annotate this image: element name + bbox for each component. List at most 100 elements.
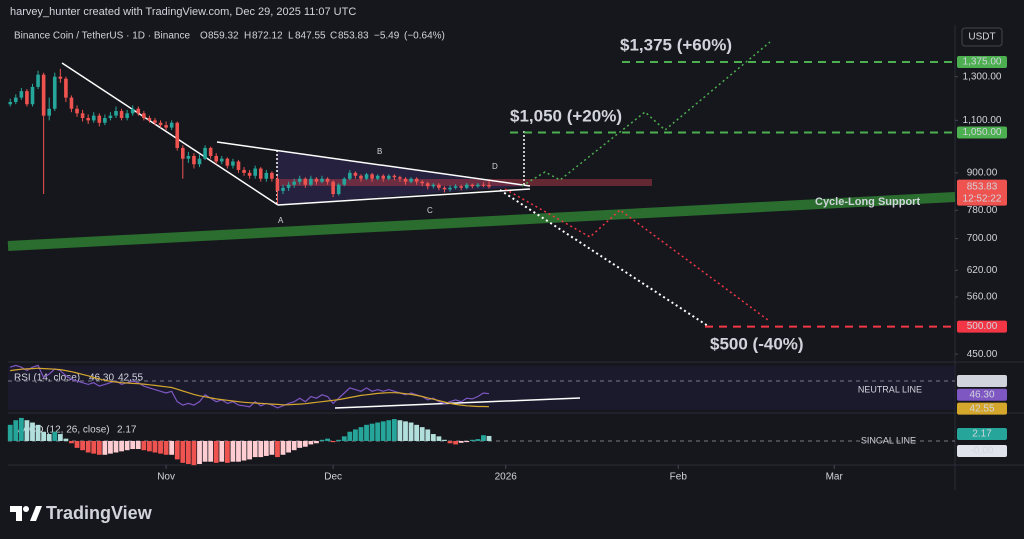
- candle-body: [36, 74, 40, 87]
- y-tick-label: 1,300.00: [963, 71, 1002, 82]
- candle-body: [153, 120, 157, 123]
- level-price: 500.00: [967, 321, 998, 332]
- candle-body: [387, 175, 391, 179]
- ohlc-value: 847.55: [295, 31, 326, 42]
- macd-bar: [380, 421, 386, 441]
- projection: [499, 189, 709, 327]
- rsi-ma-last: 42.55: [969, 403, 994, 414]
- candle-body: [164, 125, 168, 128]
- symbol-legend: Binance Coin / TetherUS · 1D · Binance O…: [14, 31, 445, 42]
- currency[interactable]: USDT: [968, 32, 995, 43]
- macd-bar: [69, 440, 74, 444]
- candle-body: [342, 178, 347, 185]
- candle-body: [464, 184, 469, 188]
- macd-title: MACD (12, 26, close): [14, 425, 110, 436]
- candle-body: [448, 187, 452, 190]
- candle-body: [392, 175, 397, 178]
- candle-body: [370, 174, 374, 179]
- macd-bar: [174, 440, 180, 460]
- macd-bar: [130, 440, 136, 450]
- candle-body: [292, 181, 296, 185]
- macd-bar: [85, 440, 91, 453]
- ohlc-value: 853.83: [338, 31, 369, 42]
- pattern-point: A: [278, 216, 284, 225]
- macd-bar: [18, 417, 24, 441]
- macd-bar: [263, 440, 269, 456]
- candle-body: [359, 175, 363, 179]
- candle-body: [103, 117, 107, 123]
- macd-bar: [375, 422, 381, 441]
- rsi-line-label: NEUTRAL LINE: [858, 384, 922, 394]
- rsi-title: RSI (14, close): [14, 373, 80, 384]
- candle-body: [75, 108, 79, 114]
- candle-body: [270, 172, 274, 179]
- macd-bar: [430, 434, 436, 441]
- rsi-value: 46.30: [89, 373, 114, 384]
- macd-bar: [113, 440, 119, 453]
- macd-bar: [30, 422, 35, 441]
- macd-bar: [308, 440, 314, 445]
- candle-body: [231, 161, 235, 166]
- last-price: 853.83: [967, 181, 998, 192]
- x-tick-label: Mar: [826, 472, 844, 483]
- candle-body: [442, 187, 447, 190]
- candle-body: [64, 78, 68, 98]
- signal-badge-bg: [957, 444, 1007, 457]
- macd-bar: [141, 440, 147, 451]
- macd-bar: [163, 440, 169, 455]
- macd-bar: [147, 440, 152, 452]
- candle-body: [242, 169, 246, 173]
- macd-bar: [80, 440, 86, 451]
- macd-bar: [208, 440, 214, 462]
- y-tick-label: 620.00: [967, 265, 998, 276]
- macd-bar: [46, 434, 52, 441]
- macd-bar: [169, 440, 175, 455]
- currency-button[interactable]: USDT: [961, 27, 1003, 47]
- logo-mark: [10, 506, 22, 521]
- candle-body: [108, 115, 113, 118]
- macd-bar: [458, 440, 464, 443]
- button-frame[interactable]: [961, 27, 1003, 47]
- macd-bar: [314, 440, 319, 444]
- candle-body: [353, 172, 358, 176]
- candle-body: [80, 113, 85, 118]
- trendline: [61, 62, 279, 206]
- rsi-tick-label-bg: [957, 374, 1007, 387]
- macd-bar: [341, 436, 347, 441]
- ohlc-letter: L: [288, 31, 294, 42]
- x-tick-label: Dec: [324, 472, 342, 483]
- x-tick-label: 2026: [495, 472, 518, 483]
- rsi-line: [10, 367, 490, 408]
- ohlc-value: 859.32: [208, 31, 239, 42]
- candle-body: [409, 178, 413, 182]
- macd-last: 2.17: [972, 429, 992, 440]
- candle-body: [97, 115, 102, 123]
- candle-body: [264, 172, 269, 179]
- candle-body: [247, 172, 252, 176]
- macd-bar: [297, 440, 303, 448]
- logo-mark: [23, 506, 29, 512]
- macd-bar: [269, 440, 275, 455]
- candle-body: [175, 122, 180, 148]
- macd-bar: [135, 440, 141, 450]
- macd-bar: [119, 440, 124, 452]
- candle-body: [214, 155, 219, 162]
- macd-bar: [358, 427, 364, 441]
- rsi-ma-last-bg: [957, 402, 1007, 415]
- target-label: $1,375 (+60%): [620, 35, 732, 54]
- candle-body: [487, 184, 491, 187]
- macd-bar: [35, 424, 41, 441]
- y-tick-label: 560.00: [967, 292, 998, 303]
- macd-bar: [403, 421, 408, 441]
- macd-bar: [453, 440, 459, 445]
- x-tick-label: Feb: [670, 472, 688, 483]
- macd-bar: [347, 431, 353, 441]
- candle-body: [331, 181, 335, 195]
- candle-body: [437, 184, 441, 188]
- candle-body: [470, 184, 475, 187]
- macd-bar: [425, 429, 431, 441]
- trendline: [277, 188, 531, 206]
- candle-body: [314, 178, 319, 182]
- ohlc-letter: C: [330, 31, 337, 42]
